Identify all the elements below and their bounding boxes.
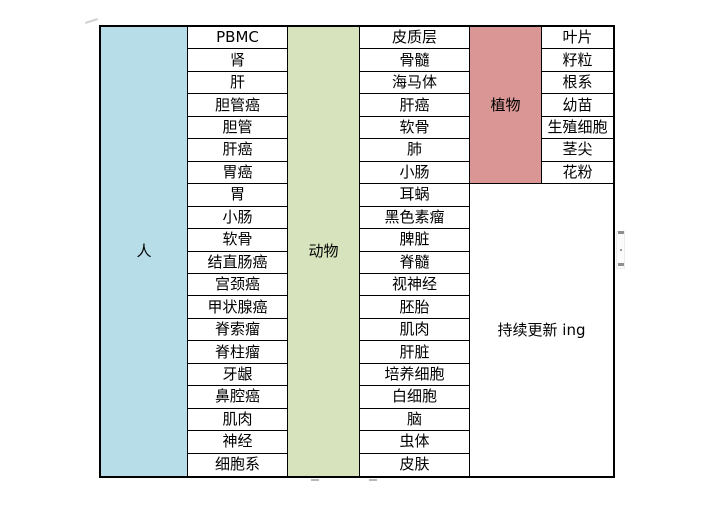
animal-item-cell: 肌肉 (360, 318, 470, 342)
human-item-cell: 脊柱瘤 (188, 341, 288, 364)
animal-item-cell: 白细胞 (360, 386, 470, 409)
animal-item-cell: 肝脏 (360, 341, 470, 364)
update-note-cell: 持续更新 ing (497, 320, 586, 339)
animal-item-cell: 骨髓 (360, 49, 470, 72)
human-item-cell: 肾 (188, 49, 288, 72)
group-header-animal: 动物 (288, 27, 360, 476)
human-item-cell: 脊索瘤 (188, 318, 288, 342)
table-handle-artifact (85, 18, 98, 24)
animal-item-cell: 视神经 (360, 273, 470, 297)
animal-item-cell: 脊髓 (360, 251, 470, 274)
plant-item-cell: 根系 (542, 72, 613, 95)
human-item-cell: 肝 (188, 71, 288, 95)
specimen-category-table: 人 PBMC 肾肝胆管癌 胆管 肝癌 胃癌胃小肠 软骨 结直肠癌 宫颈癌 甲状腺癌 脊索瘤 脊柱瘤 牙龈… (99, 25, 615, 478)
human-item-cell: 肌肉 (188, 408, 288, 432)
human-item-cell: PBMC (188, 27, 288, 50)
animal-item-cell: 皮肤 (360, 453, 470, 476)
animal-item-cell: 脾脏 (360, 229, 470, 252)
human-item-cell: 软骨 (188, 229, 288, 252)
human-item-cell: 胆管癌 (188, 94, 288, 117)
animal-item-cell: 肝癌 (360, 94, 470, 117)
animal-item-cell: 肺 (360, 139, 470, 162)
human-item-cell: 甲状腺癌 (188, 296, 288, 319)
animal-item-cell: 脑 (360, 408, 470, 432)
animal-item-cell: 培养细胞 (360, 363, 470, 387)
human-item-cell: 细胞系 (188, 453, 288, 476)
human-item-cell: 结直肠癌 (188, 251, 288, 274)
human-item-cell: 肝癌 (188, 139, 288, 162)
animal-item-cell: 皮质层 (360, 27, 470, 50)
plant-item-cell: 幼苗 (542, 94, 613, 117)
human-item-cell: 胃 (188, 184, 288, 207)
plant-item-cell: 叶片 (542, 27, 613, 50)
plant-item-cell: 籽粒 (542, 49, 613, 72)
scrollbar-tick-icon (618, 263, 624, 266)
animal-item-cell: 黑色素瘤 (360, 206, 470, 230)
animal-item-cell: 胚胎 (360, 296, 470, 319)
human-item-cell: 鼻腔癌 (188, 386, 288, 409)
scrollbar-dot-icon (620, 249, 622, 251)
human-item-cell: 小肠 (188, 206, 288, 230)
plant-item-cell: 花粉 (542, 162, 613, 185)
human-item-cell: 宫颈癌 (188, 273, 288, 297)
animal-item-cell: 软骨 (360, 116, 470, 140)
ruler-tick-artifact (369, 479, 377, 481)
group-header-plant: 植物 (470, 27, 542, 185)
animal-item-cell: 小肠 (360, 161, 470, 185)
human-item-cell: 胆管 (188, 116, 288, 140)
human-item-cell: 神经 (188, 431, 288, 454)
group-header-human: 人 (101, 27, 188, 476)
ruler-tick-artifact (311, 479, 319, 481)
human-item-cell: 牙龈 (188, 363, 288, 387)
plant-item-cell: 茎尖 (542, 139, 613, 162)
animal-item-cell: 虫体 (360, 431, 470, 454)
plant-item-cell: 生殖细胞 (542, 117, 613, 140)
animal-item-cell: 耳蜗 (360, 184, 470, 207)
human-item-cell: 胃癌 (188, 161, 288, 185)
scrollbar-artifact[interactable] (616, 231, 625, 269)
scrollbar-tick-icon (618, 231, 624, 234)
animal-item-cell: 海马体 (360, 71, 470, 95)
